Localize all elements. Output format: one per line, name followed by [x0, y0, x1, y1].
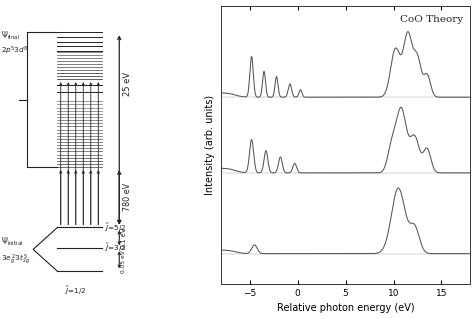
Text: 25 eV: 25 eV — [123, 72, 132, 96]
Text: 780 eV: 780 eV — [123, 183, 132, 211]
Text: CoO Theory: CoO Theory — [399, 15, 463, 24]
Text: $\Psi_{\rm final}$: $\Psi_{\rm final}$ — [1, 29, 20, 42]
Text: $3e_g^{\,2}3t_{2g}^{\,5}$: $3e_g^{\,2}3t_{2g}^{\,5}$ — [1, 253, 30, 267]
Text: $\tilde{J}$=1/2: $\tilde{J}$=1/2 — [64, 285, 86, 297]
Text: $\Psi_{\rm initial}$: $\Psi_{\rm initial}$ — [1, 235, 23, 248]
X-axis label: Relative photon energy (eV): Relative photon energy (eV) — [277, 303, 414, 313]
Text: $\tilde{J}$=5/2: $\tilde{J}$=5/2 — [104, 221, 126, 234]
Text: $\tilde{J}$=3/2: $\tilde{J}$=3/2 — [104, 242, 126, 255]
Y-axis label: Intensity (arb. units): Intensity (arb. units) — [205, 95, 215, 195]
Text: 0.05 eV: 0.05 eV — [121, 250, 126, 273]
Text: 0.1 eV: 0.1 eV — [121, 227, 127, 249]
Text: $2p^53d^8$: $2p^53d^8$ — [1, 45, 28, 57]
